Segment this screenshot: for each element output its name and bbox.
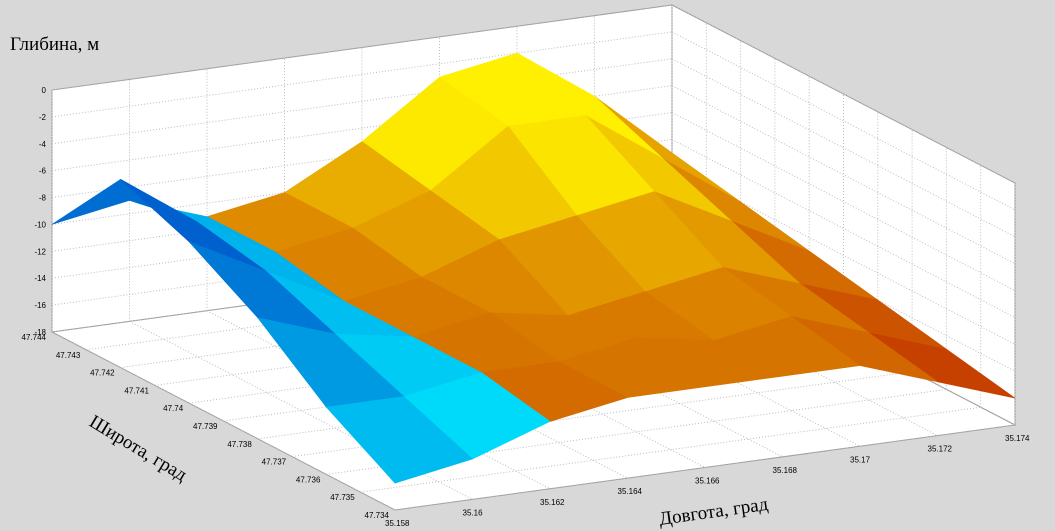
z-tick-label: -18 xyxy=(34,328,46,337)
x-tick-label: 35.166 xyxy=(695,477,720,486)
x-tick-label: 35.17 xyxy=(850,455,871,464)
x-tick-label: 35.172 xyxy=(928,445,953,454)
z-tick-label: -2 xyxy=(39,113,47,122)
grid-line xyxy=(360,406,981,493)
grid-line xyxy=(51,4,673,91)
z-tick-label: -14 xyxy=(34,274,46,283)
grid-line xyxy=(326,388,947,475)
z-tick-label: -12 xyxy=(34,247,46,256)
z-tick-label: -4 xyxy=(39,140,47,149)
x-axis-title: Довгота, град xyxy=(658,494,770,530)
grid-line xyxy=(394,424,1016,511)
y-tick-label: 47.737 xyxy=(262,458,287,467)
y-tick-label: 47.74 xyxy=(163,404,184,413)
z-tick-label: -8 xyxy=(39,194,47,203)
z-tick-label: -6 xyxy=(39,167,47,176)
grid-line xyxy=(51,58,673,145)
x-tick-label: 35.158 xyxy=(385,519,410,528)
y-tick-label: 47.735 xyxy=(330,493,355,502)
z-tick-label: 0 xyxy=(42,86,47,95)
y-tick-label: 47.744 xyxy=(22,333,47,342)
y-tick-label: 47.743 xyxy=(56,351,81,360)
grid-line xyxy=(51,85,673,172)
y-tick-label: 47.738 xyxy=(227,440,252,449)
grid-line xyxy=(292,371,913,458)
x-tick-label: 35.168 xyxy=(773,466,798,475)
z-tick-label: -16 xyxy=(34,301,46,310)
x-tick-label: 35.164 xyxy=(618,487,643,496)
grid-line xyxy=(51,31,673,118)
y-tick-label: 47.734 xyxy=(365,511,390,520)
y-axis-title: Широта, град xyxy=(85,411,190,486)
y-tick-label: 47.736 xyxy=(296,475,321,484)
x-tick-label: 35.174 xyxy=(1005,434,1030,443)
x-tick-label: 35.16 xyxy=(463,508,484,517)
z-tick-label: -10 xyxy=(34,220,46,229)
y-tick-label: 47.741 xyxy=(124,386,149,395)
y-tick-label: 47.742 xyxy=(90,369,115,378)
surface-cell xyxy=(325,396,474,484)
y-tick-label: 47.739 xyxy=(193,422,218,431)
z-axis-title: Глибина, м xyxy=(10,34,99,55)
x-tick-label: 35.162 xyxy=(540,498,565,507)
